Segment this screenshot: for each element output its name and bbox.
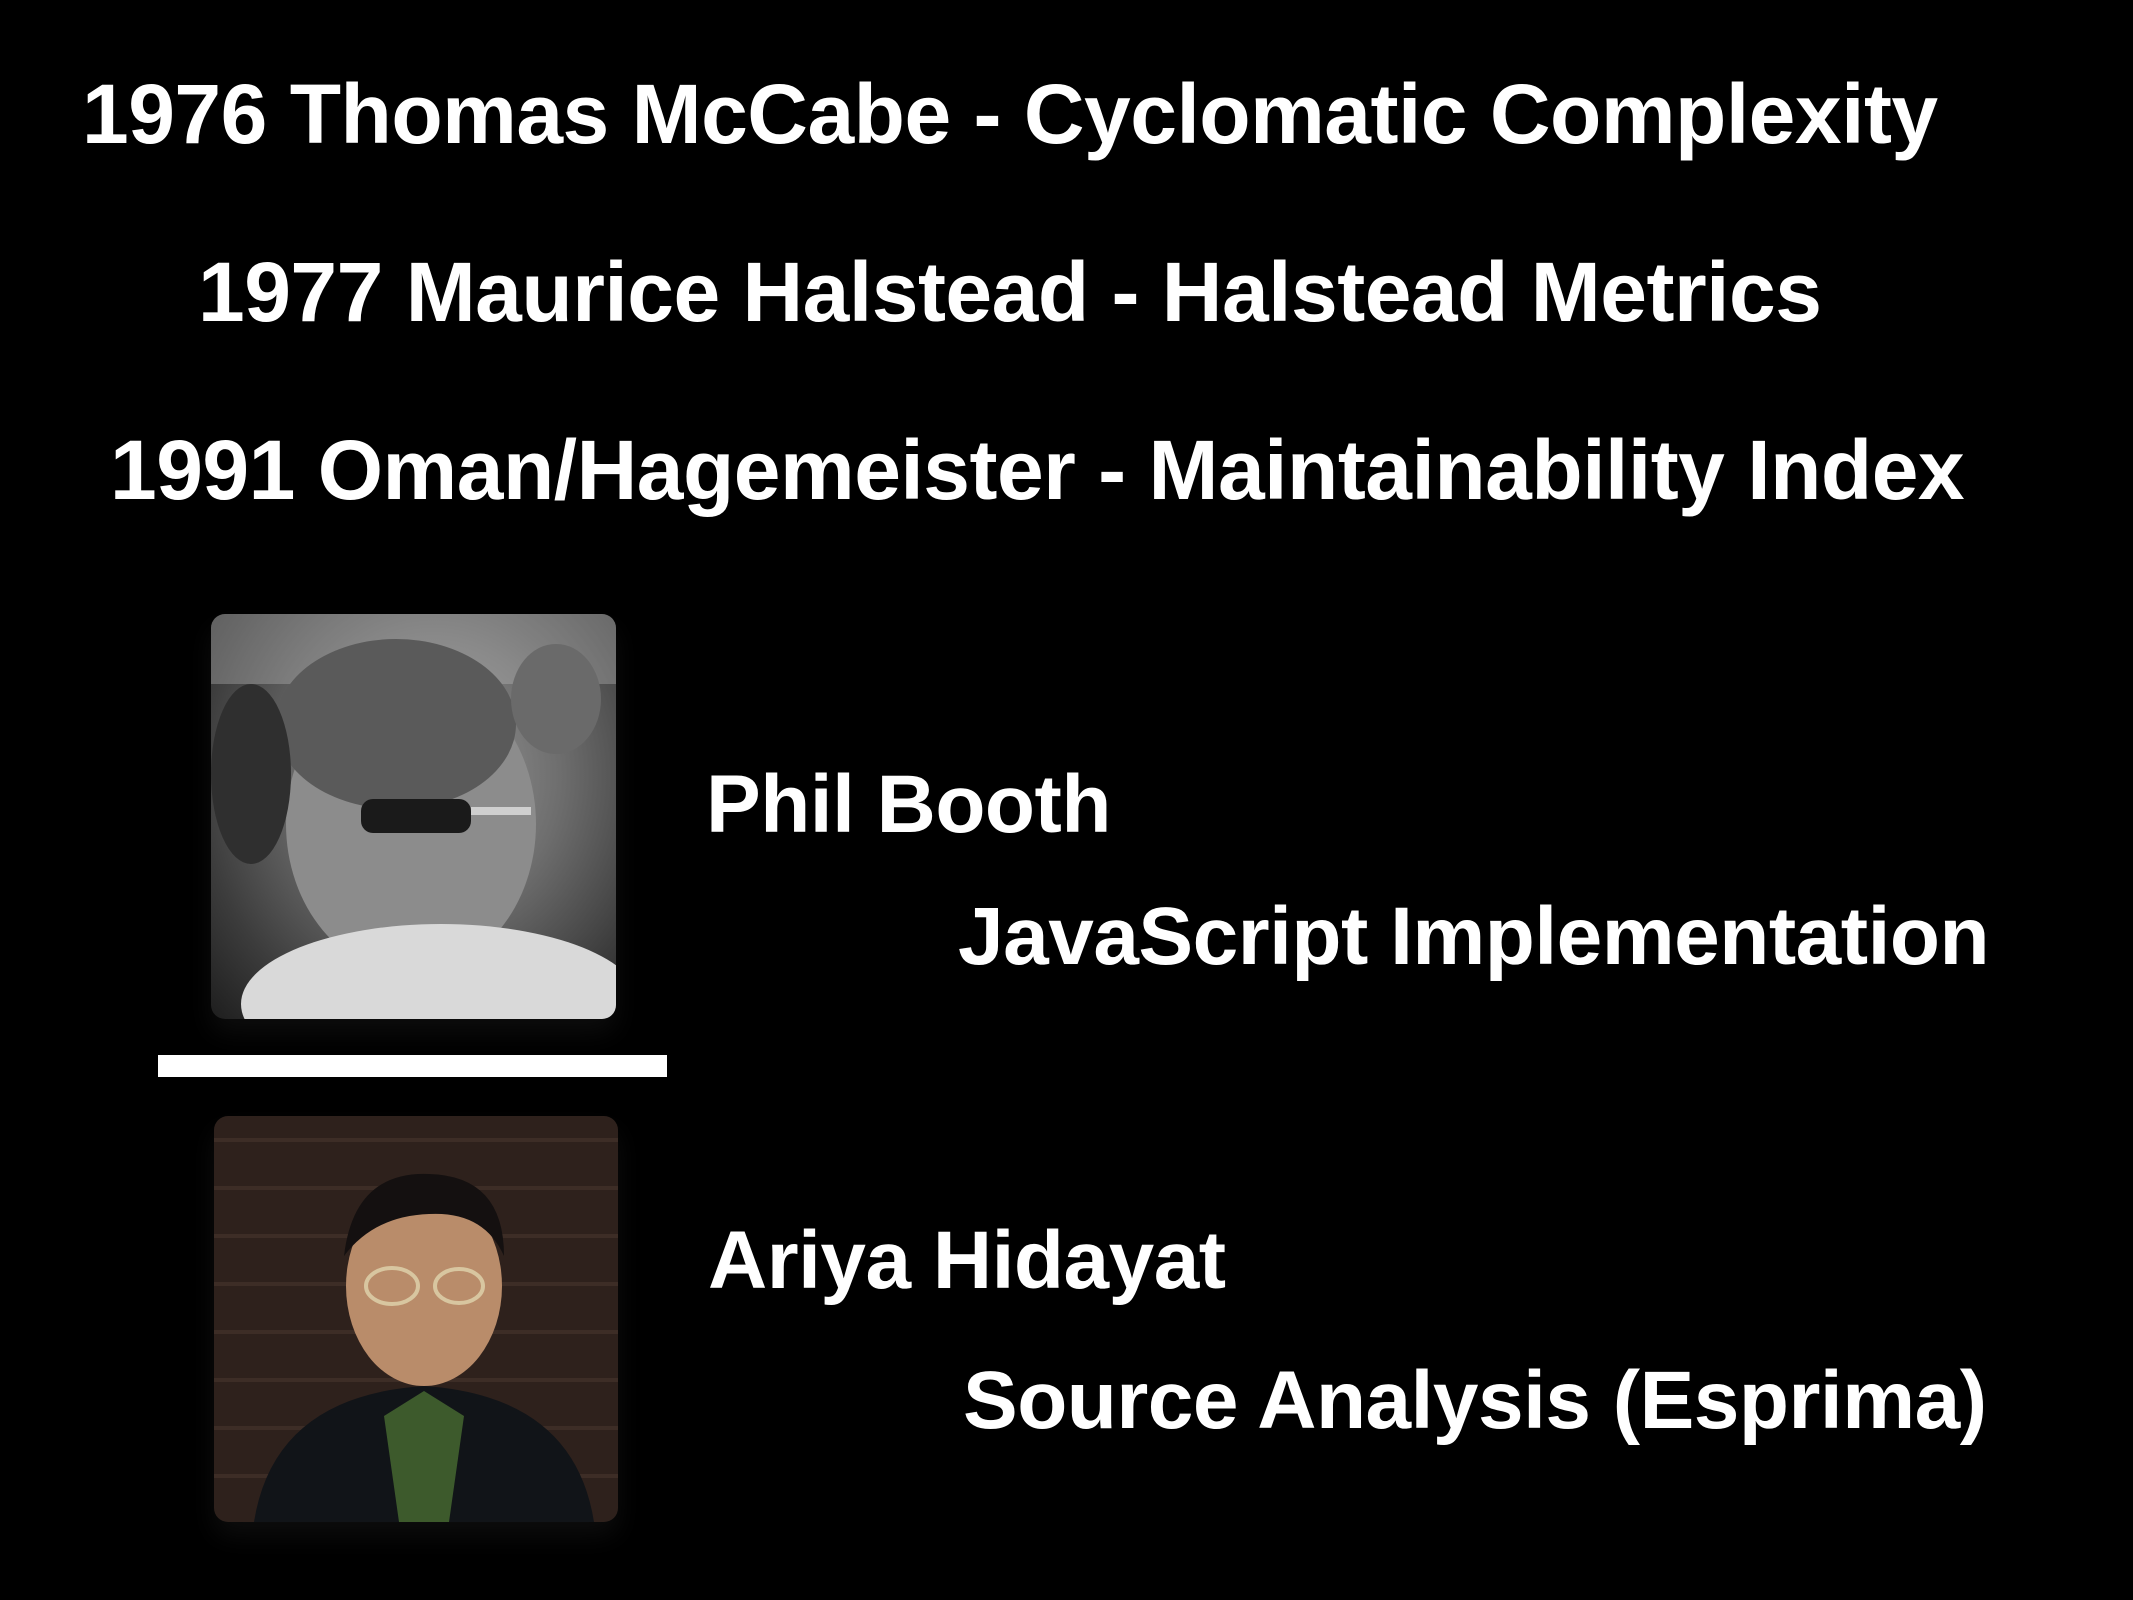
timeline-entry-mccabe: 1976 Thomas McCabe - Cyclomatic Complexi… — [82, 67, 1938, 161]
person-role-phil-booth: JavaScript Implementation — [958, 891, 1990, 982]
timeline-entry-halstead: 1977 Maurice Halstead - Halstead Metrics — [198, 245, 1822, 339]
divider — [158, 1055, 667, 1077]
person-name-phil-booth: Phil Booth — [706, 759, 1111, 850]
timeline-entry-maintainability: 1991 Oman/Hagemeister - Maintainability … — [110, 423, 1965, 517]
phil-booth-photo — [211, 614, 616, 1019]
ariya-hidayat-photo — [214, 1116, 618, 1522]
person-name-ariya-hidayat: Ariya Hidayat — [708, 1215, 1226, 1306]
person-role-ariya-hidayat: Source Analysis (Esprima) — [963, 1355, 1987, 1446]
